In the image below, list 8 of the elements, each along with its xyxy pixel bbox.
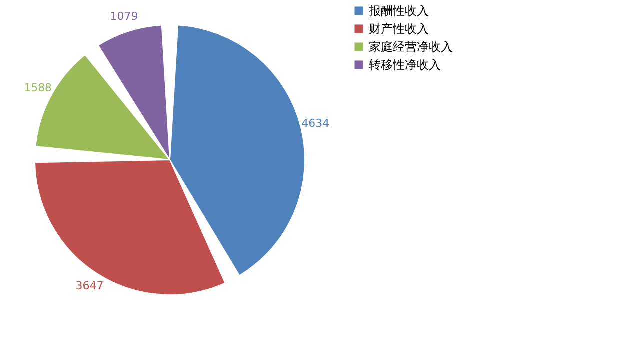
legend-label: 财产性收入	[369, 22, 429, 36]
legend-label: 转移性净收入	[369, 58, 441, 72]
data-label: 3647	[76, 280, 104, 293]
legend-label: 家庭经营净收入	[369, 40, 453, 54]
data-label: 4634	[302, 117, 330, 130]
data-label: 1588	[24, 82, 52, 95]
legend-label: 报酬性收入	[368, 4, 429, 18]
data-label: 1079	[110, 10, 138, 24]
